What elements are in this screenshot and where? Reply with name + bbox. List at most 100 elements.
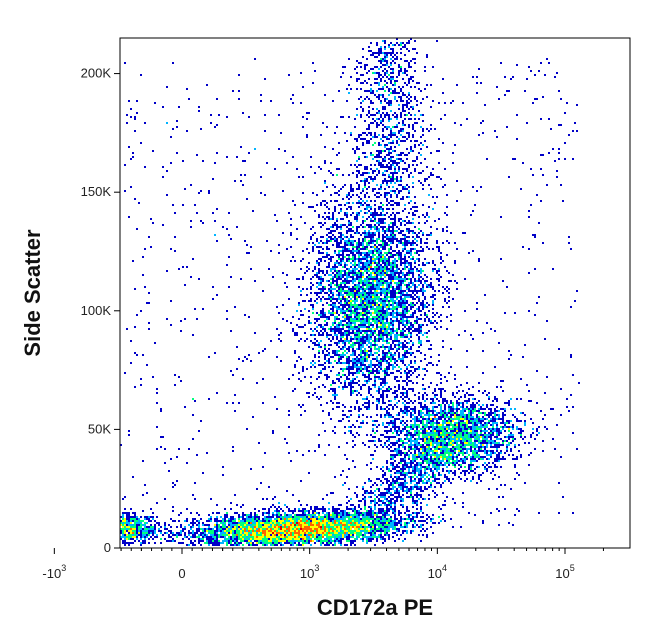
event-dot xyxy=(436,242,438,244)
event-dot xyxy=(336,330,338,332)
event-dot xyxy=(356,356,358,358)
event-dot xyxy=(380,328,382,330)
event-dot xyxy=(366,318,368,320)
event-dot xyxy=(418,328,420,330)
event-dot xyxy=(348,260,350,262)
event-dot xyxy=(180,542,182,544)
event-dot xyxy=(336,512,338,514)
event-dot xyxy=(196,524,198,526)
event-dot xyxy=(346,544,348,546)
event-dot xyxy=(360,278,362,280)
event-dot xyxy=(424,296,426,298)
event-dot xyxy=(364,186,366,188)
event-dot xyxy=(340,514,342,516)
event-dot xyxy=(324,508,326,510)
event-dot xyxy=(352,230,354,232)
event-dot xyxy=(354,366,356,368)
event-dot xyxy=(330,238,332,240)
event-dot xyxy=(388,368,390,370)
event-dot xyxy=(398,232,400,234)
event-dot xyxy=(364,212,366,214)
event-dot xyxy=(282,530,284,532)
event-dot xyxy=(334,392,336,394)
event-dot xyxy=(328,296,330,298)
event-dot xyxy=(300,268,302,270)
event-dot xyxy=(316,320,318,322)
event-dot xyxy=(302,202,304,204)
event-dot xyxy=(380,188,382,190)
event-dot xyxy=(408,166,410,168)
event-dot xyxy=(348,308,350,310)
event-dot xyxy=(336,240,338,242)
event-dot xyxy=(374,214,376,216)
event-dot xyxy=(350,530,352,532)
event-dot xyxy=(386,338,388,340)
event-dot xyxy=(374,370,376,372)
event-dot xyxy=(420,172,422,174)
event-dot xyxy=(292,516,294,518)
event-dot xyxy=(208,538,210,540)
event-dot xyxy=(348,382,350,384)
event-dot xyxy=(380,252,382,254)
event-dot xyxy=(406,366,408,368)
event-dot xyxy=(322,506,324,508)
event-dot xyxy=(272,532,274,534)
event-dot xyxy=(380,388,382,390)
event-dot xyxy=(320,536,322,538)
event-dot xyxy=(236,512,238,514)
event-dot xyxy=(298,534,300,536)
event-dot xyxy=(246,524,248,526)
event-dot xyxy=(198,522,200,524)
event-dot xyxy=(338,514,340,516)
event-dot xyxy=(324,522,326,524)
event-dot xyxy=(466,366,468,368)
event-dot xyxy=(372,364,374,366)
event-dot xyxy=(322,520,324,522)
event-dot xyxy=(376,270,378,272)
event-dot xyxy=(368,206,370,208)
event-dot xyxy=(320,246,322,248)
event-dot xyxy=(356,348,358,350)
event-dot xyxy=(392,230,394,232)
event-dot xyxy=(354,288,356,290)
event-dot xyxy=(376,316,378,318)
event-dot xyxy=(376,258,378,260)
event-dot xyxy=(232,544,234,546)
event-dot xyxy=(188,544,190,546)
event-dot xyxy=(284,540,286,542)
event-dot xyxy=(388,390,390,392)
event-dot xyxy=(350,230,352,232)
event-dot xyxy=(366,350,368,352)
event-dot xyxy=(316,246,318,248)
event-dot xyxy=(220,532,222,534)
event-dot xyxy=(366,298,368,300)
event-dot xyxy=(382,352,384,354)
event-dot xyxy=(344,346,346,348)
event-dot xyxy=(322,280,324,282)
event-dot xyxy=(336,334,338,336)
event-dot xyxy=(360,514,362,516)
event-dot xyxy=(334,354,336,356)
event-dot xyxy=(256,530,258,532)
event-dot xyxy=(344,342,346,344)
event-dot xyxy=(370,366,372,368)
event-dot xyxy=(384,270,386,272)
event-dot xyxy=(414,226,416,228)
event-dot xyxy=(352,372,354,374)
event-dot xyxy=(190,526,192,528)
event-dot xyxy=(244,536,246,538)
event-dot xyxy=(272,520,274,522)
event-dot xyxy=(366,304,368,306)
event-dot xyxy=(324,256,326,258)
event-dot xyxy=(356,214,358,216)
event-dot xyxy=(398,528,400,530)
event-dot xyxy=(376,314,378,316)
event-dot xyxy=(342,388,344,390)
event-dot xyxy=(428,330,430,332)
event-dot xyxy=(324,358,326,360)
event-dot xyxy=(324,274,326,276)
event-dot xyxy=(286,518,288,520)
event-dot xyxy=(412,302,414,304)
event-dot xyxy=(358,202,360,204)
event-dot xyxy=(336,254,338,256)
